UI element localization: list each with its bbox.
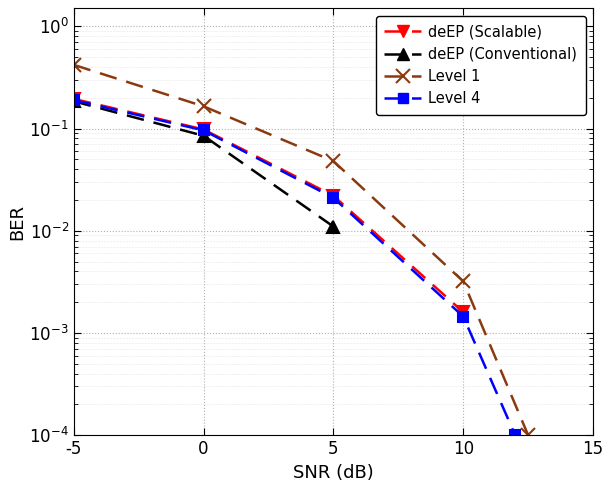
Legend: deEP (Scalable), deEP (Conventional), Level 1, Level 4: deEP (Scalable), deEP (Conventional), Le…: [376, 16, 586, 115]
X-axis label: SNR (dB): SNR (dB): [293, 464, 374, 482]
Y-axis label: BER: BER: [9, 204, 26, 240]
